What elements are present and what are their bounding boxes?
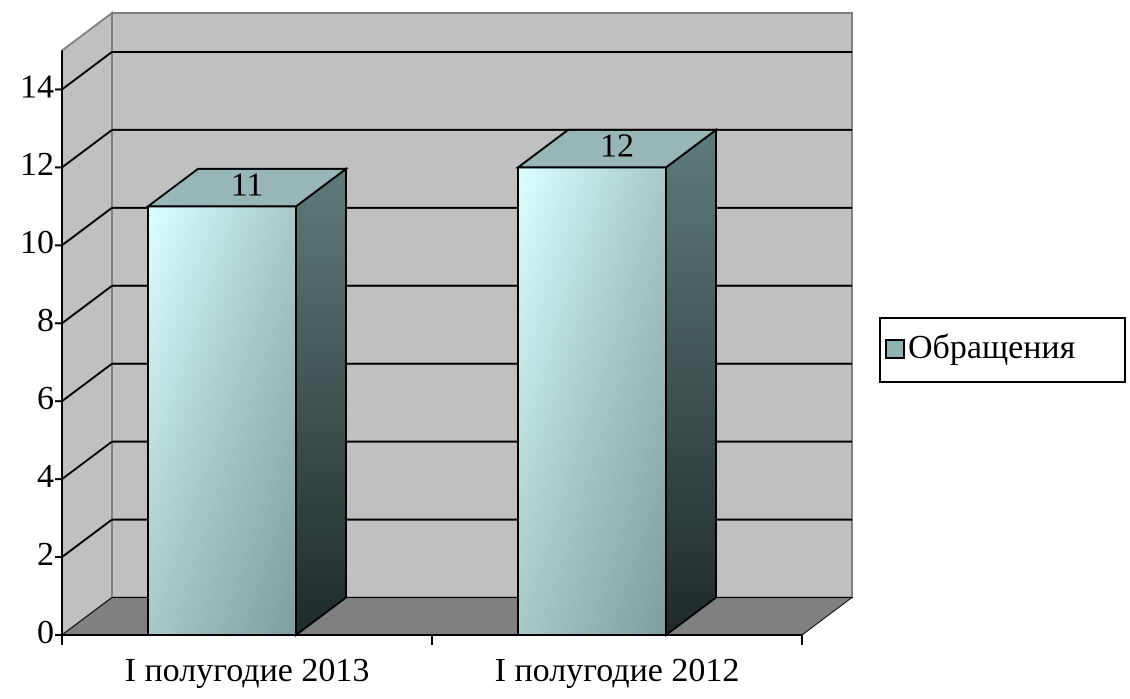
legend-label: Обращения (908, 329, 1076, 366)
value-label: 11 (231, 166, 264, 203)
grid-line (61, 440, 113, 480)
y-tick-label: 2 (37, 536, 54, 573)
y-tick-label: 8 (37, 302, 54, 339)
y-tick-label: 4 (37, 458, 54, 495)
bar (147, 205, 297, 636)
value-label: 12 (600, 127, 634, 164)
bar-side (295, 166, 347, 637)
grid-line (61, 129, 113, 169)
grid-line (61, 284, 113, 325)
bar (517, 166, 667, 636)
legend-box (879, 317, 1126, 383)
grid-line (61, 207, 113, 247)
y-tick-label: 6 (37, 380, 54, 417)
side-wall (61, 11, 113, 637)
x-tick-label: I полугодие 2012 (495, 652, 740, 689)
y-tick-label: 0 (37, 614, 54, 651)
legend-swatch (885, 339, 905, 359)
y-tick-label: 14 (20, 68, 54, 105)
y-tick-label: 10 (20, 224, 54, 261)
bar-side (665, 127, 717, 637)
y-tick-label: 12 (20, 146, 54, 183)
grid-line (61, 518, 113, 558)
x-tick-label: I полугодие 2013 (125, 652, 370, 689)
grid-line (61, 362, 113, 403)
grid-line (61, 51, 113, 91)
